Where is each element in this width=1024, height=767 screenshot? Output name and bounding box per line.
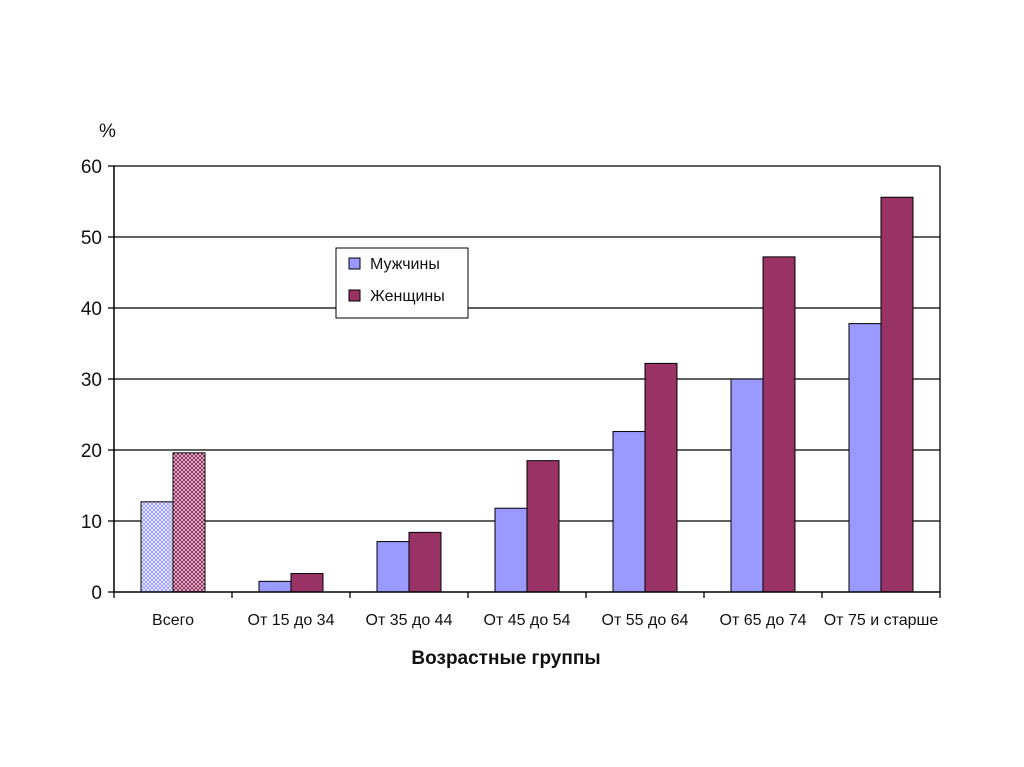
bar-men	[140, 501, 174, 593]
y-tick-label: 40	[81, 299, 102, 320]
y-tick-label: 20	[81, 441, 102, 462]
bar-men	[376, 541, 410, 593]
bar-women	[408, 531, 442, 593]
legend-label-women: Женщины	[370, 288, 445, 305]
x-tick-label: Всего	[152, 612, 194, 629]
x-tick-label: От 15 до 34	[248, 612, 335, 629]
x-axis-label: Возрастные группы	[411, 648, 600, 669]
x-tick-label: От 55 до 64	[602, 612, 689, 629]
y-tick-label: 30	[81, 370, 102, 391]
x-tick-label: От 45 до 54	[484, 612, 571, 629]
bar-women	[290, 573, 324, 593]
x-tick-label: От 75 и старше	[824, 612, 939, 629]
x-tick-label: От 65 до 74	[720, 612, 807, 629]
legend-label-men: Мужчины	[370, 256, 440, 273]
bar-women	[526, 460, 560, 593]
legend-swatch-women	[348, 289, 361, 302]
x-tick-label: От 35 до 44	[366, 612, 453, 629]
bar-women	[644, 362, 678, 593]
bar-men	[848, 323, 882, 593]
axes	[108, 165, 941, 598]
y-axis-label: %	[99, 121, 116, 142]
legend: Мужчины Женщины	[335, 247, 469, 319]
gridlines	[114, 165, 940, 522]
bar-women	[172, 452, 206, 593]
bar-men	[258, 580, 292, 593]
y-tick-label: 50	[81, 228, 102, 249]
y-tick-labels: 0 10 20 30 40 50 60	[81, 157, 102, 604]
bar-women	[880, 196, 914, 593]
bars	[140, 196, 914, 593]
y-tick-label: 60	[81, 157, 102, 178]
x-tick-labels: Всего От 15 до 34 От 35 до 44 От 45 до 54 От…	[152, 612, 938, 629]
bar-men	[494, 507, 528, 593]
legend-swatch-men	[348, 257, 361, 270]
bar-men	[612, 431, 646, 593]
bar-men	[730, 378, 764, 593]
y-tick-label: 10	[81, 512, 102, 533]
y-tick-label: 0	[91, 583, 102, 604]
bar-women	[762, 256, 796, 593]
